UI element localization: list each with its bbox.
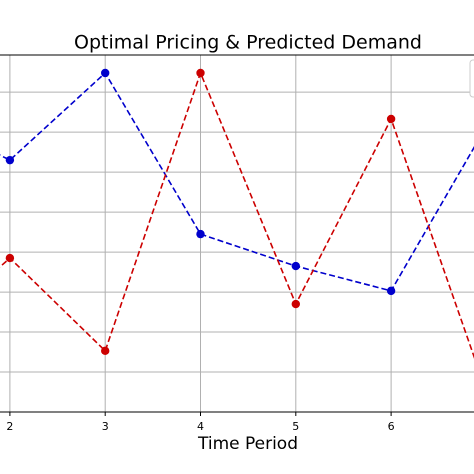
data-point xyxy=(5,155,15,165)
data-point xyxy=(5,253,15,263)
data-point xyxy=(100,346,110,356)
data-point xyxy=(386,114,396,124)
data-point xyxy=(100,68,110,78)
legend-box xyxy=(469,59,474,98)
x-tick-label: 2 xyxy=(6,420,13,433)
plot-area: 2 3 4 5 6 xyxy=(0,54,474,433)
x-tick-label: 6 xyxy=(388,420,395,433)
x-tick-label: 5 xyxy=(292,420,299,433)
x-tick-label: 3 xyxy=(102,420,109,433)
data-point xyxy=(196,68,205,78)
data-point xyxy=(291,261,301,271)
chart-title: Optimal Pricing & Predicted Demand xyxy=(74,32,422,54)
axes-frame xyxy=(0,54,474,413)
data-point xyxy=(291,299,301,309)
data-point xyxy=(196,229,205,239)
data-point xyxy=(386,286,396,296)
x-tick-label: 4 xyxy=(197,420,204,433)
x-axis-label: Time Period xyxy=(197,434,298,454)
